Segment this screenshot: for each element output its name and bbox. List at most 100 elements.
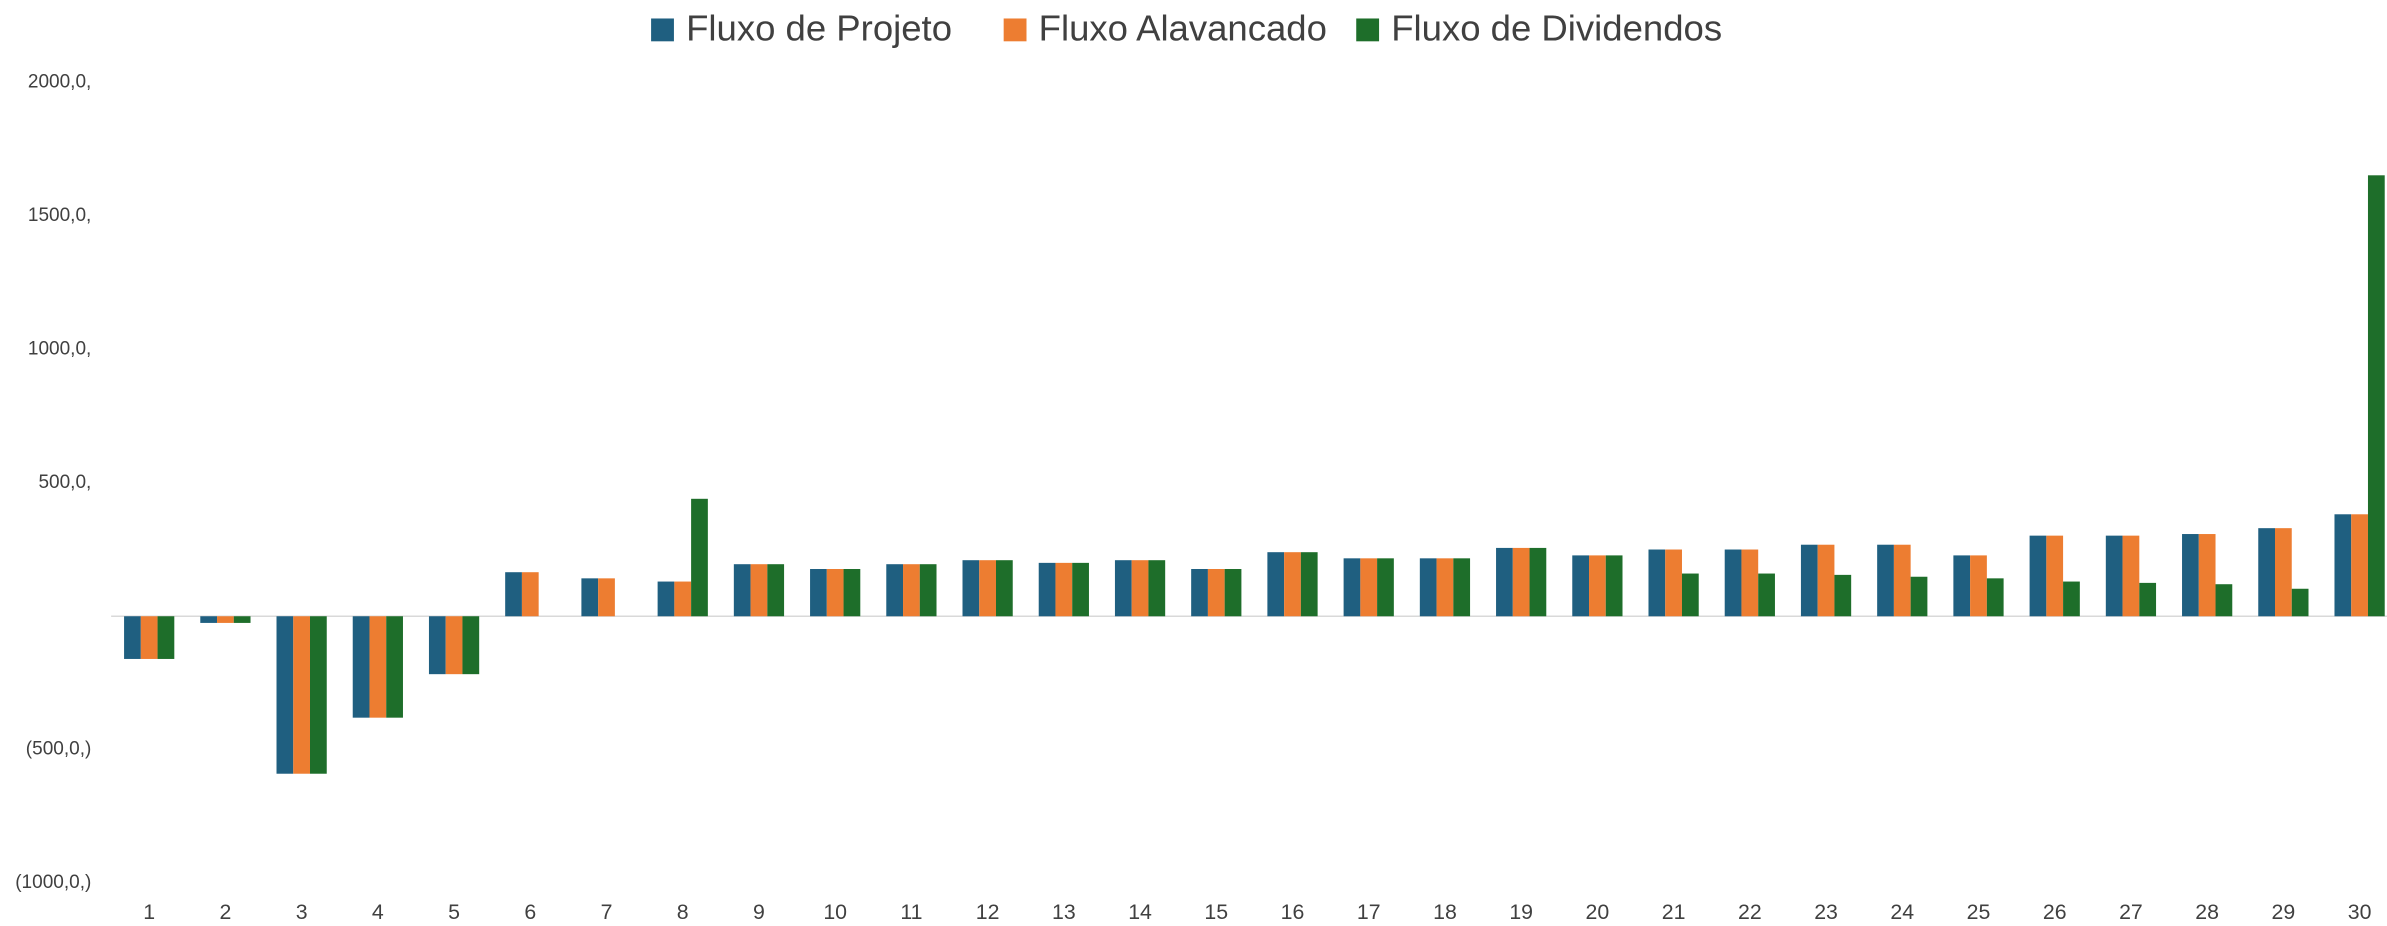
bar xyxy=(1834,574,1852,617)
legend-swatch xyxy=(1003,18,1027,42)
bar xyxy=(1055,562,1073,617)
x-tick-label: 7 xyxy=(601,900,613,924)
bar xyxy=(1377,558,1394,617)
x-tick-label: 8 xyxy=(677,900,689,924)
bar xyxy=(521,572,539,617)
x-tick-label: 30 xyxy=(2348,900,2372,924)
bar xyxy=(1665,549,1682,617)
y-tick-label: (1000,0,) xyxy=(15,872,91,893)
bar xyxy=(1817,544,1835,617)
legend: Fluxo de Projeto Fluxo Alavancado Fluxo de… xyxy=(651,7,1722,48)
bar xyxy=(310,616,327,774)
x-tick-label: 10 xyxy=(823,900,847,924)
x-tick-label: 15 xyxy=(1204,900,1228,924)
x-tick-label: 20 xyxy=(1586,900,1610,924)
bar xyxy=(1207,569,1225,617)
bar xyxy=(386,616,403,718)
x-tick-label: 29 xyxy=(2272,900,2296,924)
bar xyxy=(733,564,751,617)
x-tick-label: 16 xyxy=(1281,900,1305,924)
x-tick-label: 23 xyxy=(1814,900,1838,924)
bar xyxy=(369,616,387,718)
bar xyxy=(598,578,615,617)
legend-swatch xyxy=(1356,18,1380,42)
bar xyxy=(1360,558,1378,617)
x-tick-label: 25 xyxy=(1967,900,1991,924)
bar xyxy=(2105,535,2123,617)
x-tick-label: 24 xyxy=(1890,900,1914,924)
bar xyxy=(2063,581,2080,617)
x-tick-label: 18 xyxy=(1433,900,1457,924)
x-tick-label: 27 xyxy=(2119,900,2143,924)
bar xyxy=(1970,555,1987,617)
x-tick-label: 6 xyxy=(524,900,536,924)
bar xyxy=(1300,552,1318,617)
bar xyxy=(1800,544,1818,617)
bar xyxy=(979,560,996,617)
bar xyxy=(2182,534,2199,617)
x-tick-label: 9 xyxy=(753,900,765,924)
y-tick-label: 1000,0, xyxy=(28,338,91,359)
bar xyxy=(217,616,234,623)
bar xyxy=(1648,549,1666,617)
bar xyxy=(826,569,844,617)
bar xyxy=(691,498,708,617)
bar xyxy=(505,572,522,617)
bar xyxy=(886,564,904,617)
bar xyxy=(124,616,141,659)
bar xyxy=(995,560,1013,617)
bar xyxy=(1986,578,2004,617)
bar xyxy=(2029,535,2047,617)
bar xyxy=(962,560,980,617)
bar xyxy=(1589,555,1606,617)
bar xyxy=(1605,555,1623,617)
bar xyxy=(157,616,175,659)
bar xyxy=(581,578,599,617)
bar xyxy=(2275,528,2292,617)
bar xyxy=(1114,560,1132,617)
bar xyxy=(140,616,158,659)
legend-label: Fluxo de Projeto xyxy=(686,7,952,48)
bar xyxy=(1572,555,1590,617)
bar xyxy=(1191,569,1208,617)
x-tick-label: 13 xyxy=(1052,900,1076,924)
bar xyxy=(1953,555,1971,617)
bar xyxy=(1529,547,1547,617)
bar xyxy=(1267,552,1285,617)
bar xyxy=(2198,534,2216,617)
bar xyxy=(1741,549,1759,617)
bar xyxy=(2334,514,2352,617)
x-tick-label: 2 xyxy=(219,900,231,924)
bar xyxy=(1419,558,1437,617)
x-tick-label: 14 xyxy=(1128,900,1152,924)
bar xyxy=(276,616,294,774)
bar xyxy=(352,616,370,718)
bar xyxy=(1724,549,1742,617)
bar xyxy=(233,616,251,623)
x-tick-label: 3 xyxy=(296,900,308,924)
x-tick-label: 11 xyxy=(900,900,922,924)
y-tick-label: 1500,0, xyxy=(28,205,91,226)
x-tick-label: 4 xyxy=(372,900,384,924)
bar xyxy=(2046,535,2064,617)
x-tick-label: 1 xyxy=(143,900,155,924)
legend-swatch xyxy=(651,18,674,42)
bar xyxy=(810,569,827,617)
bar xyxy=(293,616,311,774)
bar xyxy=(903,564,920,617)
bar xyxy=(657,581,675,617)
bar xyxy=(1758,573,1775,617)
bar xyxy=(2367,175,2385,617)
y-tick-label: (500,0,) xyxy=(26,739,92,760)
bar xyxy=(1681,573,1699,617)
bar xyxy=(445,616,463,675)
x-tick-label: 19 xyxy=(1509,900,1533,924)
bar xyxy=(1893,544,1911,617)
bar xyxy=(1131,560,1149,617)
bar xyxy=(2122,535,2140,617)
bar xyxy=(1072,562,1089,617)
x-tick-label: 5 xyxy=(448,900,460,924)
bar xyxy=(1877,544,1894,617)
